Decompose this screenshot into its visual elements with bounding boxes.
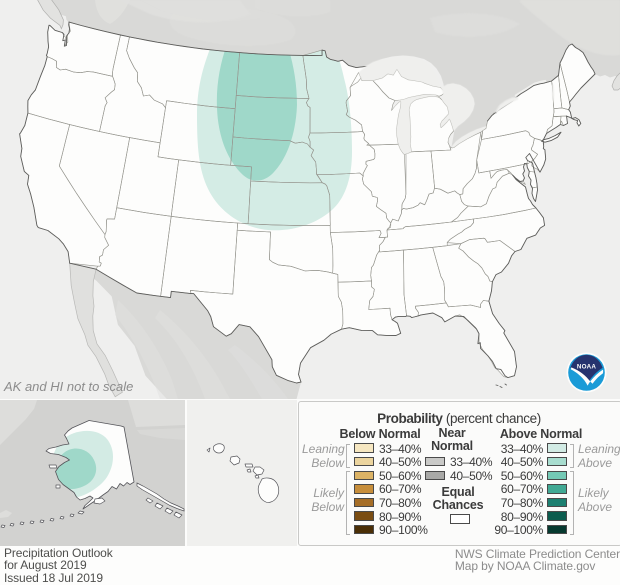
svg-text:NOAA: NOAA [577, 363, 597, 370]
